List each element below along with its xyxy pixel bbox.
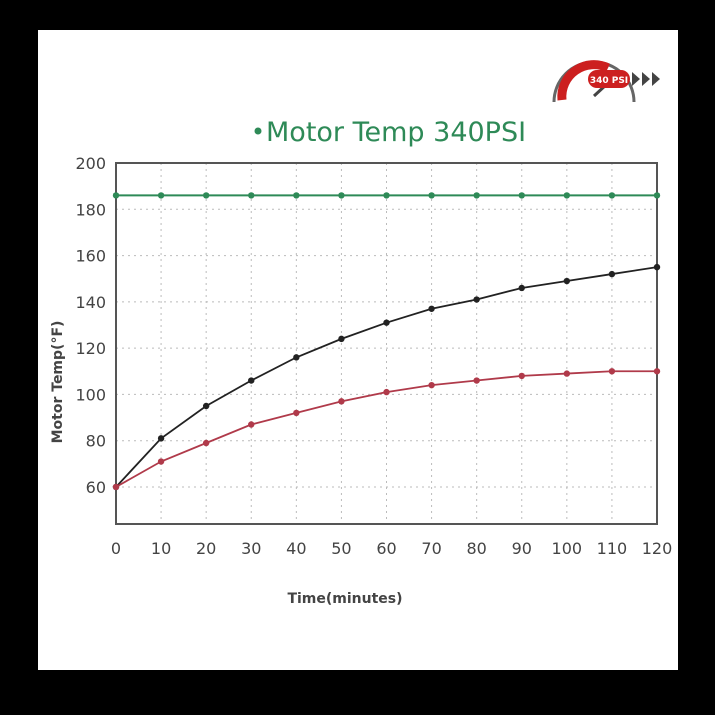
x-tick-label: 70 bbox=[421, 539, 441, 558]
y-tick-label: 180 bbox=[75, 200, 106, 219]
x-tick-label: 50 bbox=[331, 539, 351, 558]
data-point bbox=[428, 305, 435, 312]
x-tick-label: 30 bbox=[241, 539, 261, 558]
data-point bbox=[383, 388, 390, 396]
y-tick-label: 140 bbox=[75, 293, 106, 312]
data-point bbox=[248, 192, 255, 199]
data-point bbox=[653, 368, 661, 375]
x-tick-label: 80 bbox=[466, 539, 486, 558]
data-point bbox=[157, 192, 165, 199]
x-tick-label: 0 bbox=[111, 539, 121, 558]
x-tick-label: 110 bbox=[597, 539, 628, 558]
data-point bbox=[383, 319, 390, 326]
data-point bbox=[428, 192, 435, 199]
x-axis-label: Time(minutes) bbox=[287, 591, 402, 607]
series-3 bbox=[112, 368, 661, 491]
y-tick-label: 200 bbox=[75, 154, 106, 173]
chart-title-group: Motor Temp 340PSI bbox=[254, 117, 526, 148]
data-point bbox=[518, 372, 525, 380]
data-point bbox=[338, 335, 345, 343]
data-point bbox=[563, 192, 571, 199]
logo-text: 340 PSI bbox=[590, 76, 628, 86]
y-tick-label: 80 bbox=[86, 432, 106, 451]
data-point bbox=[157, 458, 165, 465]
x-tick-label: 20 bbox=[196, 539, 216, 558]
data-point bbox=[608, 368, 616, 375]
data-point bbox=[563, 277, 571, 285]
data-point bbox=[608, 192, 616, 199]
plot-area-border bbox=[115, 162, 658, 525]
y-tick-labels: 60 80 100 120 140 160 180 200 bbox=[75, 154, 106, 497]
x-tick-label: 90 bbox=[512, 539, 532, 558]
data-point bbox=[112, 483, 120, 491]
y-tick-label: 60 bbox=[86, 478, 106, 497]
legend-marker bbox=[254, 127, 262, 135]
data-point bbox=[518, 284, 525, 292]
y-tick-label: 100 bbox=[75, 385, 106, 404]
x-tick-labels: 0 10 20 30 40 50 60 70 80 90 100 110 120 bbox=[111, 539, 672, 558]
x-tick-label: 10 bbox=[151, 539, 171, 558]
x-tick-label: 100 bbox=[552, 539, 583, 558]
x-tick-label: 60 bbox=[376, 539, 396, 558]
data-point bbox=[293, 409, 300, 417]
data-point bbox=[473, 192, 480, 199]
data-point bbox=[473, 296, 480, 303]
data-point bbox=[202, 192, 210, 199]
series-line bbox=[115, 266, 658, 488]
chart-svg: 0 10 20 30 40 50 60 70 80 90 100 110 120 60 80 100 120 1… bbox=[50, 60, 672, 607]
x-tick-label: 40 bbox=[286, 539, 306, 558]
y-tick-label: 160 bbox=[75, 247, 106, 266]
data-point bbox=[248, 421, 255, 428]
data-point bbox=[653, 192, 661, 199]
y-axis-label: Motor Temp(°F) bbox=[50, 321, 66, 444]
data-point bbox=[293, 192, 300, 199]
series-1 bbox=[112, 192, 661, 199]
x-tick-label: 120 bbox=[642, 539, 673, 558]
data-point bbox=[202, 439, 210, 447]
data-point bbox=[518, 192, 525, 199]
data-point bbox=[383, 192, 390, 199]
chart-title: Motor Temp 340PSI bbox=[266, 117, 526, 148]
speedometer-logo-icon: 340 PSI bbox=[552, 60, 660, 103]
data-point bbox=[563, 370, 571, 377]
data-point bbox=[157, 435, 165, 442]
data-point bbox=[338, 192, 345, 199]
series-layer bbox=[112, 192, 661, 491]
data-point bbox=[473, 377, 480, 384]
data-point bbox=[608, 270, 616, 278]
data-point bbox=[338, 398, 345, 405]
data-point bbox=[112, 192, 120, 199]
series-2 bbox=[112, 263, 661, 491]
grid-lines bbox=[116, 163, 657, 524]
data-point bbox=[428, 381, 435, 389]
data-point bbox=[293, 354, 300, 361]
data-point bbox=[653, 263, 661, 271]
y-tick-label: 120 bbox=[75, 339, 106, 358]
data-point bbox=[248, 377, 255, 384]
chart-panel: 0 10 20 30 40 50 60 70 80 90 100 110 120 60 80 100 120 1… bbox=[38, 30, 678, 670]
data-point bbox=[202, 402, 210, 410]
